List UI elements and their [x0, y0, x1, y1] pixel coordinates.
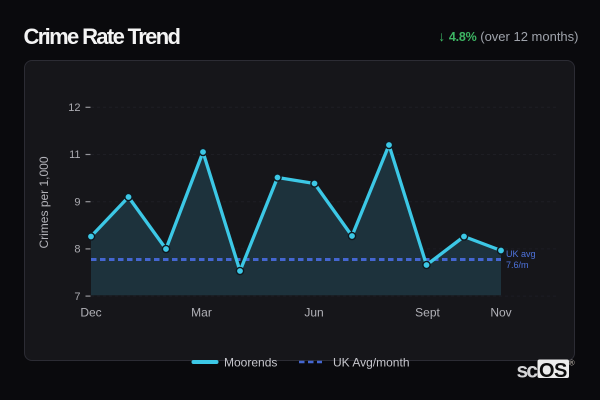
svg-text:8: 8: [74, 244, 80, 256]
svg-text:Jun: Jun: [304, 306, 323, 320]
svg-text:Mar: Mar: [191, 306, 212, 320]
svg-text:sc: sc: [517, 360, 539, 383]
svg-text:®: ®: [569, 359, 575, 368]
svg-text:OS: OS: [539, 360, 567, 382]
svg-text:11: 11: [69, 149, 80, 161]
svg-text:UK avg: UK avg: [506, 249, 536, 259]
svg-text:Dec: Dec: [80, 306, 101, 320]
svg-text:12: 12: [68, 102, 80, 114]
svg-text:7: 7: [74, 291, 80, 303]
svg-text:9: 9: [74, 196, 80, 208]
svg-text:Moorends: Moorends: [224, 356, 277, 370]
svg-text:UK Avg/month: UK Avg/month: [333, 356, 410, 370]
svg-text:Nov: Nov: [490, 306, 511, 320]
svg-text:7.6/m: 7.6/m: [506, 260, 529, 270]
svg-text:Sept: Sept: [415, 306, 440, 320]
svg-text:Crimes per 1,000: Crimes per 1,000: [37, 156, 51, 248]
